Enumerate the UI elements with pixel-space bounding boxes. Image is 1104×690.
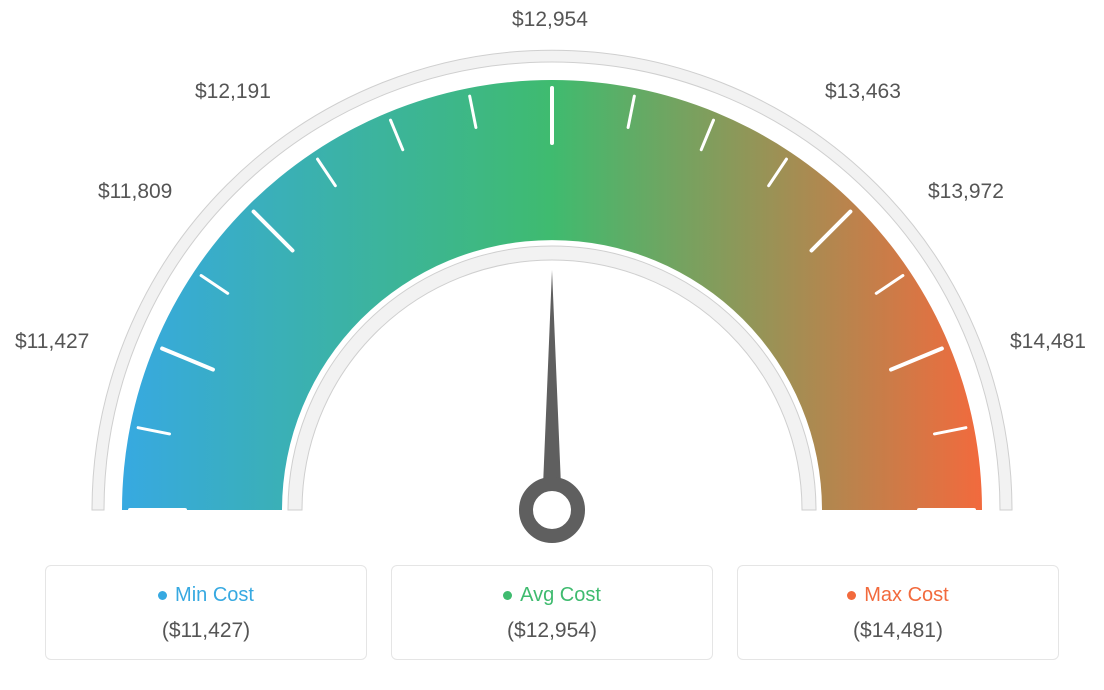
legend-label-min: Min Cost: [56, 584, 356, 607]
legend-label-max: Max Cost: [748, 584, 1048, 607]
gauge-tick-label: $11,809: [98, 180, 172, 204]
gauge-tick-label: $13,463: [825, 80, 901, 104]
gauge-tick-label: $13,972: [928, 180, 1004, 204]
dot-icon-min: [158, 591, 167, 600]
gauge-tick-label: $14,481: [1010, 330, 1086, 354]
gauge-area: $11,427 $11,809 $12,191 $12,954 $13,463 $13,9…: [0, 0, 1104, 560]
legend-label-avg: Avg Cost: [402, 584, 702, 607]
dot-icon-max: [847, 591, 856, 600]
legend-label-max-text: Max Cost: [864, 584, 948, 606]
dot-icon-avg: [503, 591, 512, 600]
legend-label-min-text: Min Cost: [175, 584, 254, 606]
legend-value-max: ($14,481): [748, 619, 1048, 643]
legend-value-min: ($11,427): [56, 619, 356, 643]
gauge-tick-label: $12,954: [512, 8, 588, 32]
legend-value-avg: ($12,954): [402, 619, 702, 643]
gauge-tick-label: $12,191: [195, 80, 271, 104]
legend-card-avg: Avg Cost ($12,954): [391, 565, 713, 660]
legend-row: Min Cost ($11,427) Avg Cost ($12,954) Ma…: [0, 565, 1104, 660]
cost-gauge-chart: $11,427 $11,809 $12,191 $12,954 $13,463 $13,9…: [0, 0, 1104, 690]
legend-card-min: Min Cost ($11,427): [45, 565, 367, 660]
legend-card-max: Max Cost ($14,481): [737, 565, 1059, 660]
gauge-svg: [0, 0, 1104, 560]
gauge-tick-label: $11,427: [15, 330, 89, 354]
legend-label-avg-text: Avg Cost: [520, 584, 601, 606]
